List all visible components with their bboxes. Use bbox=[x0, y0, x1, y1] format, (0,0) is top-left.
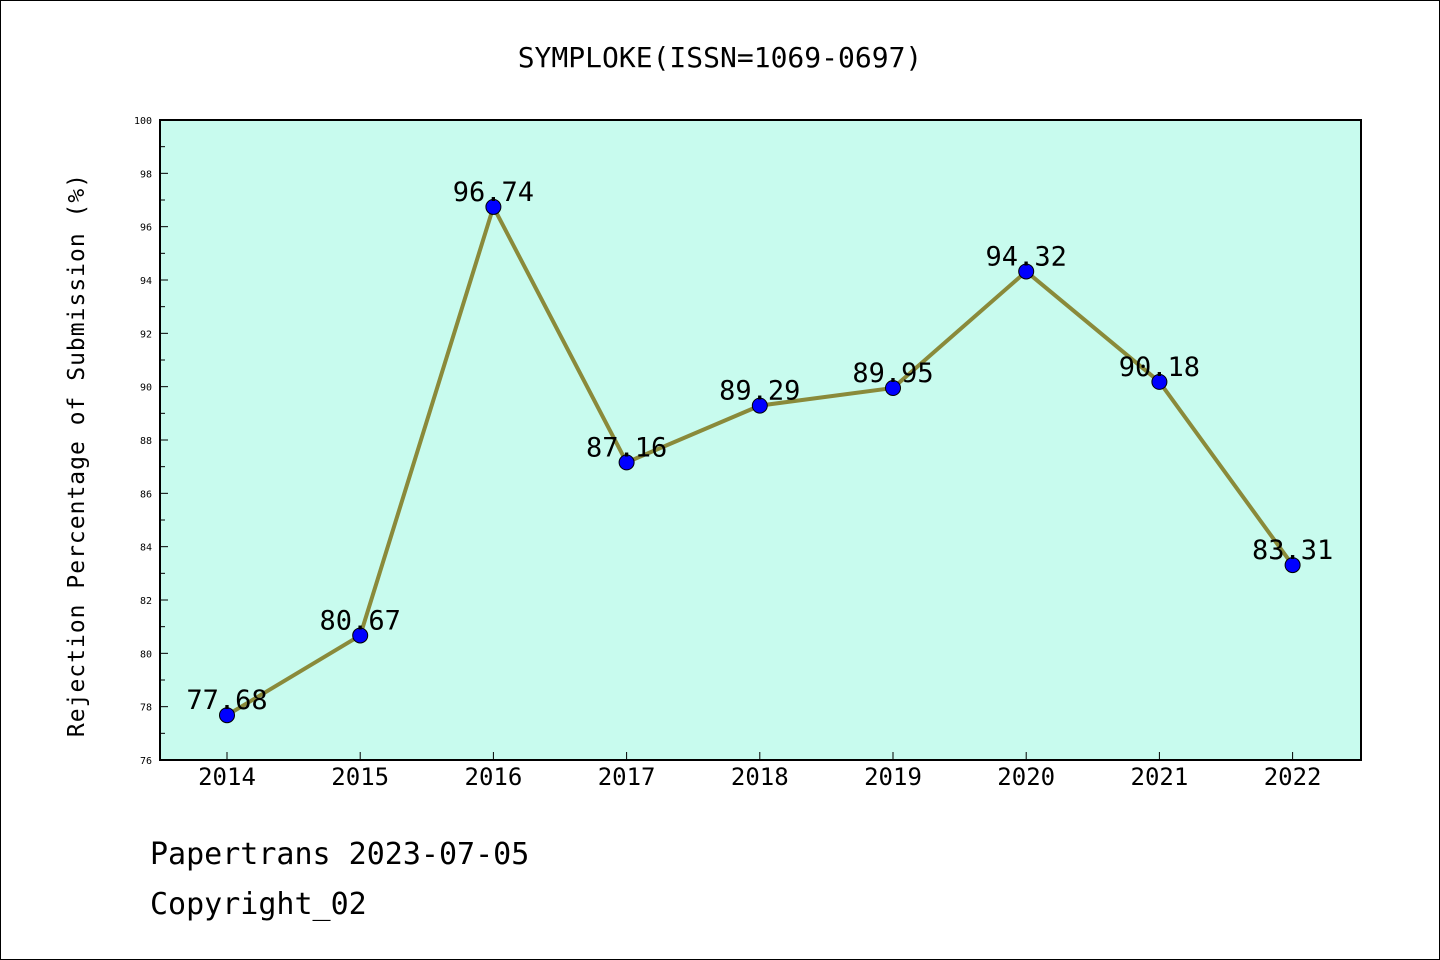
plot-area bbox=[159, 119, 1362, 761]
data-point-marker bbox=[751, 397, 768, 414]
footer-copyright-text: Copyright_02 bbox=[150, 887, 367, 922]
x-tick-label: 2022 bbox=[1264, 763, 1322, 791]
data-value-label: 96.74 bbox=[453, 177, 534, 208]
data-series: 77.68 80.67 96.74 87.16 89.29 89.95 94.32 90.18… bbox=[186, 177, 1333, 724]
data-value-label: 77.68 bbox=[186, 685, 267, 716]
y-tick-label: 96 bbox=[140, 223, 152, 234]
footer-date-text: Papertrans 2023-07-05 bbox=[150, 837, 529, 872]
y-tick-label: 82 bbox=[140, 596, 152, 607]
y-tick-label: 86 bbox=[140, 489, 152, 500]
data-value-label: 94.32 bbox=[986, 241, 1067, 272]
data-point-marker bbox=[352, 627, 369, 644]
data-value-label: 89.95 bbox=[852, 358, 933, 389]
y-tick-label: 100 bbox=[134, 116, 152, 127]
y-tick-label: 78 bbox=[140, 703, 152, 714]
y-tick-label: 80 bbox=[140, 649, 152, 660]
x-tick-label: 2019 bbox=[864, 763, 922, 791]
y-axis-label: Rejection Percentage of Submission (%) bbox=[64, 173, 90, 737]
y-tick-label: 88 bbox=[140, 436, 152, 447]
y-axis: 76 78 80 82 84 86 88 90 92 94 96 98 100 bbox=[134, 116, 168, 767]
data-value-label: 89.29 bbox=[719, 376, 800, 407]
chart-title: SYMPLOKE(ISSN=1069-0697) bbox=[518, 41, 923, 74]
y-tick-label: 94 bbox=[140, 276, 152, 287]
data-value-label: 90.18 bbox=[1119, 352, 1200, 383]
data-point-marker bbox=[618, 454, 635, 471]
x-tick-label: 2016 bbox=[465, 763, 523, 791]
y-tick-label: 84 bbox=[140, 543, 152, 554]
data-point-marker bbox=[885, 380, 901, 396]
data-point-marker bbox=[485, 198, 502, 215]
data-point-marker bbox=[1151, 373, 1168, 390]
x-axis: 2014 2015 2016 2017 2018 2019 2020 2021 2022 bbox=[198, 752, 1321, 791]
data-point-marker bbox=[1284, 557, 1301, 574]
y-tick-label: 76 bbox=[140, 756, 152, 767]
x-tick-label: 2014 bbox=[198, 763, 256, 791]
data-point-marker bbox=[1018, 263, 1035, 280]
y-tick-label: 92 bbox=[140, 329, 152, 340]
x-tick-label: 2020 bbox=[997, 763, 1055, 791]
y-tick-label: 98 bbox=[140, 169, 152, 180]
y-tick-label: 90 bbox=[140, 383, 152, 394]
x-tick-label: 2017 bbox=[598, 763, 656, 791]
x-tick-label: 2021 bbox=[1131, 763, 1189, 791]
data-point-marker bbox=[219, 707, 235, 724]
data-value-label: 87.16 bbox=[586, 432, 667, 463]
data-value-label: 83.31 bbox=[1252, 535, 1333, 566]
x-tick-label: 2018 bbox=[731, 763, 789, 791]
data-value-label: 80.67 bbox=[320, 605, 401, 636]
x-tick-label: 2015 bbox=[331, 763, 389, 791]
